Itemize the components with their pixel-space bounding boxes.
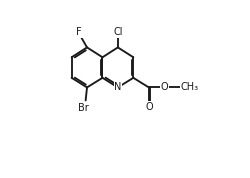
Text: O: O xyxy=(160,82,168,92)
Text: N: N xyxy=(114,82,122,92)
Text: Cl: Cl xyxy=(113,27,122,37)
Text: F: F xyxy=(76,27,82,37)
Text: O: O xyxy=(145,102,153,112)
Text: CH₃: CH₃ xyxy=(180,82,198,92)
Text: Br: Br xyxy=(78,103,89,113)
